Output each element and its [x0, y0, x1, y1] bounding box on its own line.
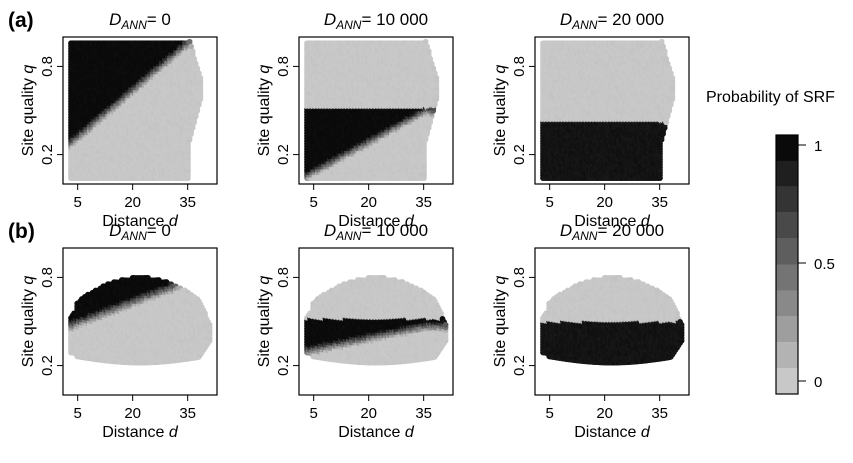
x-tick-label: 35 [179, 194, 196, 211]
panel-title-subscript: ANN [120, 18, 147, 32]
plot-frame [62, 36, 218, 185]
y-tick-label: 0.8 [39, 56, 56, 77]
y-tick-label: 0.2 [39, 144, 56, 165]
x-axis-label-text: Distance [102, 213, 164, 230]
y-axis-label-var: q [20, 65, 37, 74]
data-points [68, 38, 204, 181]
data-point [188, 43, 194, 50]
panel-a-1: 5 20 35 0.2 0.8 Distance d Site quality q DANN=… [8, 9, 218, 230]
data-point [192, 60, 199, 67]
data-point [195, 70, 202, 76]
x-axis-label: Distance d [102, 213, 179, 230]
x-tick-label: 20 [124, 194, 141, 211]
data-point [197, 75, 204, 81]
x-tick-label: 5 [73, 194, 81, 211]
data-point [194, 65, 201, 72]
data-point [189, 48, 196, 55]
panel-title-value: = 0 [147, 10, 171, 29]
data-point [186, 38, 193, 45]
data-point [191, 55, 198, 62]
panel-title-var: D [109, 10, 121, 29]
panels: 5 20 35 0.2 0.8 Distance d Site quality q DANN=… [8, 9, 690, 441]
x-axis-label-var: d [169, 213, 179, 230]
y-axis-label: Site quality q [20, 65, 37, 157]
row-label: (a) [8, 9, 34, 32]
data-points [304, 38, 440, 181]
y-axis-label-text: Site quality [20, 78, 37, 156]
panel-title: DANN= 0 [109, 10, 171, 32]
